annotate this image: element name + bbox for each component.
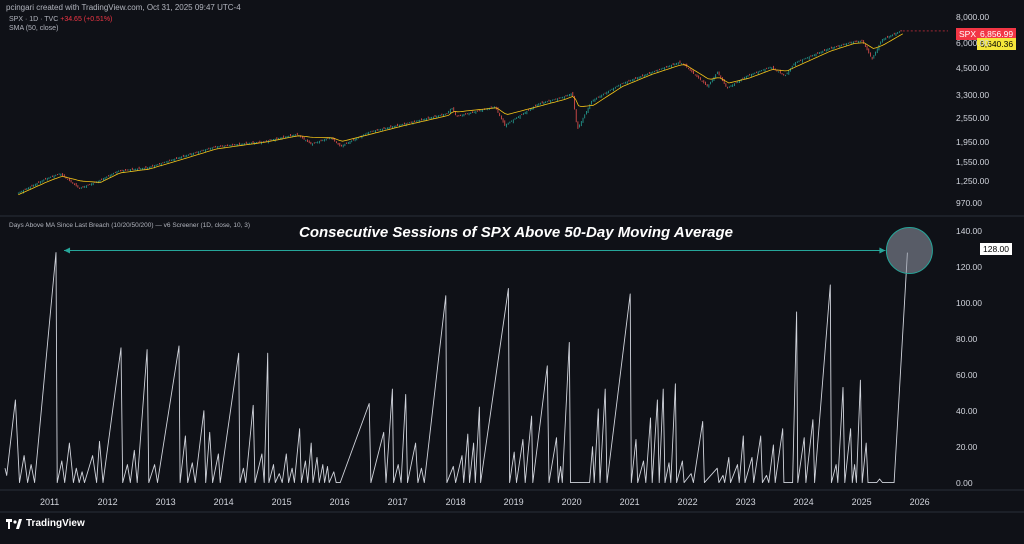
spx-symbol-badge: SPX bbox=[956, 28, 980, 40]
time-axis-tick: 2021 bbox=[619, 497, 640, 507]
tradingview-icon bbox=[6, 518, 22, 529]
time-axis-tick: 2026 bbox=[909, 497, 930, 507]
symbol-label: SPX · 1D · TVC bbox=[9, 16, 59, 23]
time-axis-tick: 2025 bbox=[851, 497, 872, 507]
author-line: pcingari created with TradingView.com, O… bbox=[6, 3, 241, 12]
annotation-arrow-head-right bbox=[879, 247, 886, 254]
time-axis-tick: 2016 bbox=[329, 497, 350, 507]
days-above-ma-line bbox=[4, 252, 908, 484]
brand-label: TradingView bbox=[26, 518, 85, 529]
price-axis-tick: 3,300.00 bbox=[956, 90, 990, 101]
indicator-axis-tick: 80.00 bbox=[956, 333, 978, 344]
price-axis-tick: 8,000.00 bbox=[956, 12, 990, 23]
symbol-line: SPX · 1D · TVC +34.65 (+0.51%) bbox=[9, 16, 112, 23]
indicator-axis-tick: 20.00 bbox=[956, 441, 978, 452]
annotation-arrow-head-left bbox=[64, 247, 71, 254]
indicator-axis-tick: 40.00 bbox=[956, 405, 978, 416]
highlight-circle bbox=[885, 227, 933, 275]
sma-line bbox=[18, 33, 903, 196]
price-change: +34.65 (+0.51%) bbox=[60, 16, 113, 23]
indicator-axis-tick: 100.00 bbox=[956, 297, 982, 308]
time-axis-tick: 2013 bbox=[155, 497, 176, 507]
time-axis-tick: 2014 bbox=[213, 497, 234, 507]
price-axis-tick: 970.00 bbox=[956, 198, 982, 209]
time-axis-tick: 2024 bbox=[793, 497, 814, 507]
time-axis-tick: 2018 bbox=[445, 497, 466, 507]
time-axis-tick: 2023 bbox=[735, 497, 756, 507]
tradingview-logo[interactable]: TradingView bbox=[6, 518, 85, 529]
indicator-axis-tick: 0.00 bbox=[956, 477, 973, 488]
time-axis-tick: 2020 bbox=[561, 497, 582, 507]
time-axis-tick: 2017 bbox=[387, 497, 408, 507]
indicator-title[interactable]: Days Above MA Since Last Breach (10/20/5… bbox=[9, 222, 250, 229]
indicator-axis-tick: 140.00 bbox=[956, 225, 982, 236]
time-axis-tick: 2015 bbox=[271, 497, 292, 507]
indicator-value-badge: 128.00 bbox=[980, 243, 1012, 255]
sma-legend[interactable]: SMA (50, close) bbox=[9, 25, 59, 32]
sma-value-badge: 6,640.36 bbox=[977, 38, 1017, 50]
price-axis-tick: 1,250.00 bbox=[956, 176, 990, 187]
price-axis-tick: 1,550.00 bbox=[956, 157, 990, 168]
indicator-axis-tick: 120.00 bbox=[956, 261, 982, 272]
annotation-title: Consecutive Sessions of SPX Above 50-Day… bbox=[299, 224, 734, 241]
spx-price-badge: 6,856.99 bbox=[977, 28, 1017, 40]
price-axis-tick: 1,950.00 bbox=[956, 136, 990, 147]
time-axis-tick: 2011 bbox=[39, 497, 60, 507]
price-axis-tick: 4,500.00 bbox=[956, 63, 990, 74]
time-axis-tick: 2012 bbox=[97, 497, 118, 507]
indicator-axis-tick: 60.00 bbox=[956, 369, 978, 380]
time-axis-tick: 2022 bbox=[677, 497, 698, 507]
price-axis-tick: 2,550.00 bbox=[956, 113, 990, 124]
time-axis-tick: 2019 bbox=[503, 497, 524, 507]
price-axis-tick: 6,000.00 bbox=[956, 37, 990, 48]
